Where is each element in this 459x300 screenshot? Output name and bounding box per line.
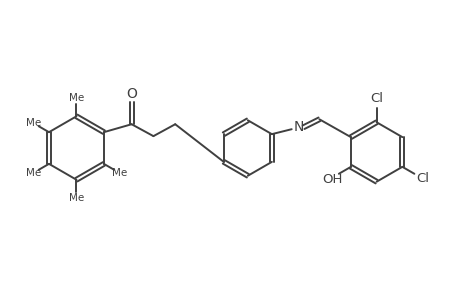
Text: N: N — [293, 120, 303, 134]
Text: Cl: Cl — [369, 92, 382, 105]
Text: Me: Me — [69, 193, 84, 202]
Text: Me: Me — [26, 168, 41, 178]
Text: Me: Me — [69, 94, 84, 103]
Text: Me: Me — [26, 118, 41, 128]
Text: Me: Me — [112, 168, 127, 178]
Text: Cl: Cl — [415, 172, 429, 185]
Text: O: O — [126, 86, 137, 100]
Text: OH: OH — [321, 173, 341, 186]
